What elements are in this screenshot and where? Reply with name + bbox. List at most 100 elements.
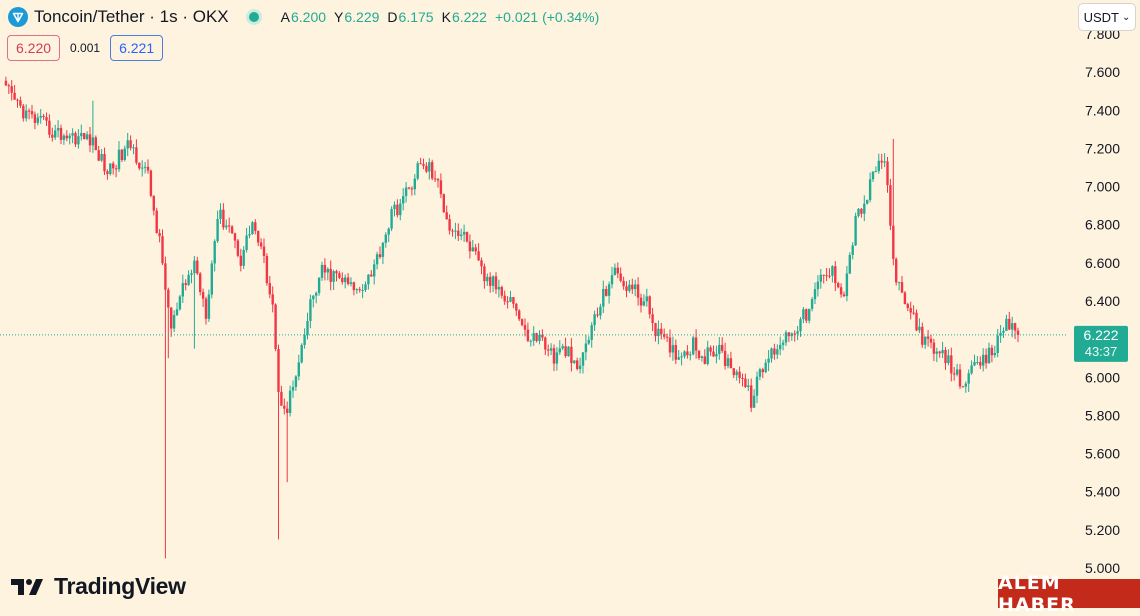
candle-body bbox=[16, 99, 19, 101]
toncoin-icon[interactable] bbox=[8, 7, 28, 27]
candle-body bbox=[268, 283, 271, 295]
candle-body bbox=[993, 352, 996, 356]
candle-body bbox=[868, 179, 872, 200]
candle-body bbox=[503, 295, 506, 302]
candle-body bbox=[207, 294, 211, 319]
candle-body bbox=[129, 140, 132, 148]
candle-body bbox=[257, 230, 260, 243]
y-tick-label: 6.400 bbox=[1085, 293, 1120, 309]
candle-body bbox=[897, 282, 901, 284]
candle-body bbox=[425, 165, 428, 172]
candle-body bbox=[254, 222, 257, 231]
sell-price-button[interactable]: 6.220 bbox=[7, 35, 61, 61]
candle-body bbox=[370, 274, 373, 277]
candle-body bbox=[941, 349, 944, 354]
candle-body bbox=[497, 286, 501, 290]
candle-body bbox=[825, 275, 828, 277]
candle-body bbox=[892, 225, 895, 259]
candle-body bbox=[889, 185, 892, 226]
candle-body bbox=[538, 334, 541, 341]
candle-body bbox=[320, 264, 324, 278]
candle-body bbox=[410, 188, 414, 190]
candle-body bbox=[631, 284, 634, 290]
candle-body bbox=[964, 383, 967, 387]
candle-body bbox=[248, 234, 251, 236]
candle-body bbox=[665, 336, 669, 338]
buy-price-button[interactable]: 6.221 bbox=[110, 35, 164, 61]
candle-body bbox=[199, 273, 202, 293]
candle-body bbox=[671, 345, 675, 353]
high-value: 6.229 bbox=[344, 9, 380, 25]
candle-body bbox=[361, 290, 364, 292]
candle-body bbox=[483, 266, 486, 282]
candle-body bbox=[813, 289, 817, 300]
candle-body bbox=[167, 289, 170, 308]
tradingview-logo[interactable]: TradingView bbox=[10, 573, 186, 600]
candle-body bbox=[317, 277, 321, 293]
candle-body bbox=[523, 325, 527, 330]
candle-body bbox=[886, 161, 889, 186]
y-tick-label: 6.000 bbox=[1085, 369, 1120, 385]
candle-body bbox=[610, 275, 614, 285]
candle-body bbox=[94, 137, 97, 151]
candle-body bbox=[454, 230, 457, 232]
candle-body bbox=[787, 332, 791, 337]
low-label: D bbox=[387, 9, 398, 25]
candle-body bbox=[515, 303, 518, 311]
candle-body bbox=[726, 358, 730, 367]
candle-body bbox=[390, 209, 393, 229]
candle-body bbox=[561, 346, 564, 349]
candle-body bbox=[663, 333, 666, 337]
candle-body bbox=[338, 273, 341, 278]
candle-body bbox=[750, 385, 753, 408]
candle-body bbox=[149, 170, 153, 196]
candle-body bbox=[491, 276, 495, 286]
candle-body bbox=[460, 234, 463, 237]
low-value: 6.175 bbox=[398, 9, 434, 25]
candle-body bbox=[91, 137, 95, 146]
candle-body bbox=[1011, 323, 1014, 330]
candle-body bbox=[549, 348, 553, 351]
candle-body bbox=[909, 308, 912, 313]
candle-body bbox=[62, 135, 66, 140]
candle-body bbox=[636, 284, 640, 298]
candle-body bbox=[732, 368, 735, 376]
chevron-down-icon: ⌄ bbox=[1122, 11, 1131, 23]
candle-body bbox=[770, 348, 773, 359]
bar-countdown: 43:37 bbox=[1085, 344, 1118, 359]
candle-body bbox=[175, 309, 179, 316]
currency-select-button[interactable]: USDT ⌄ bbox=[1078, 3, 1136, 31]
y-tick-label: 6.800 bbox=[1085, 217, 1120, 233]
candle-body bbox=[477, 251, 480, 261]
candle-body bbox=[703, 356, 706, 364]
candle-body bbox=[895, 258, 898, 283]
candle-body bbox=[926, 336, 930, 339]
candle-body bbox=[222, 209, 225, 228]
tradingview-logo-icon bbox=[11, 578, 43, 595]
candle-body bbox=[201, 292, 205, 299]
candle-body bbox=[883, 161, 886, 163]
candle-body bbox=[694, 337, 698, 351]
candle-body bbox=[280, 391, 283, 406]
candle-body bbox=[262, 246, 266, 257]
candle-body bbox=[396, 204, 399, 216]
candle-body bbox=[39, 115, 42, 118]
candle-body bbox=[593, 314, 596, 326]
candle-body bbox=[294, 376, 298, 387]
market-status-dot-icon[interactable] bbox=[248, 12, 259, 22]
candle-body bbox=[958, 369, 962, 387]
candle-body bbox=[877, 160, 880, 172]
candle-body bbox=[1002, 330, 1005, 333]
candle-body bbox=[54, 130, 57, 138]
y-tick-label: 7.600 bbox=[1085, 64, 1120, 80]
candle-body bbox=[518, 310, 521, 320]
candle-body bbox=[976, 361, 979, 363]
candle-body bbox=[837, 283, 840, 288]
candle-body bbox=[7, 85, 10, 87]
symbol-title[interactable]: Toncoin/Tether · 1s · OKX bbox=[34, 7, 229, 26]
candle-body bbox=[999, 332, 1002, 336]
candle-body bbox=[239, 255, 242, 266]
candle-body bbox=[431, 162, 434, 179]
open-value: 6.200 bbox=[290, 9, 327, 25]
